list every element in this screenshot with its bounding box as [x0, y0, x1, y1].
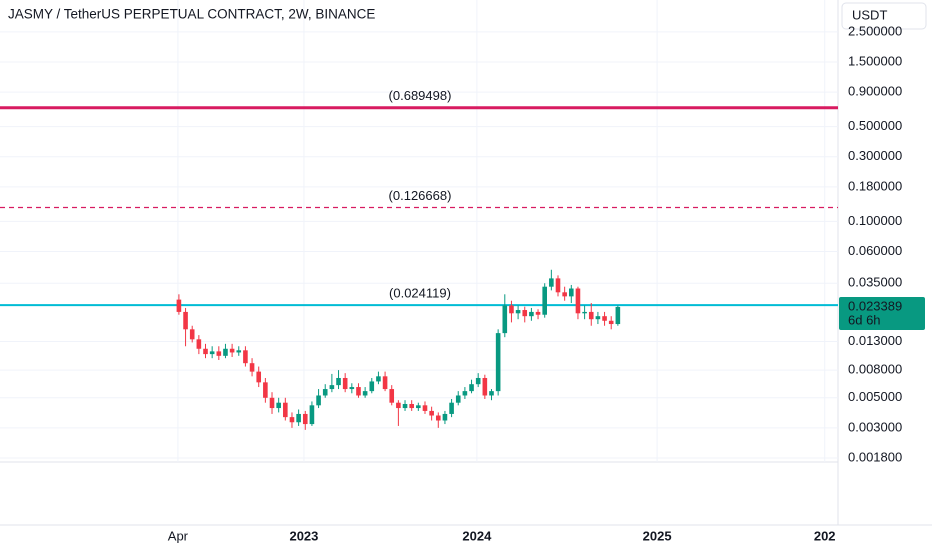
candle-body: [322, 389, 328, 396]
y-tick-label: 0.005000: [848, 389, 902, 404]
price-tag: [839, 296, 925, 330]
candle-body: [502, 305, 508, 334]
candle-body: [356, 387, 361, 396]
candle-body: [549, 278, 554, 287]
currency[interactable]: USDT: [852, 7, 887, 22]
candle-body: [362, 391, 368, 396]
candle-body: [203, 348, 208, 355]
candle-body: [209, 351, 215, 355]
candle-body: [602, 316, 607, 321]
candle-body: [608, 320, 614, 325]
candle-body: [256, 371, 262, 383]
candle-body: [469, 384, 474, 392]
candle-body: [522, 310, 528, 317]
candle-body: [176, 299, 182, 312]
candle-body: [342, 377, 348, 390]
candle-body: [183, 311, 188, 330]
y-tick-label: 0.060000: [848, 243, 902, 258]
candle-body: [382, 376, 388, 390]
candle-body: [376, 376, 381, 382]
y-tick-label: 0.300000: [848, 148, 902, 163]
x-tick-label: Apr: [168, 528, 189, 543]
candle-body: [216, 351, 222, 356]
y-tick-label: 0.100000: [848, 213, 902, 228]
candle-body: [302, 413, 308, 425]
candle-body: [283, 402, 288, 418]
candle-body: [535, 311, 541, 315]
candle-body: [249, 363, 255, 372]
candle-body: [336, 377, 341, 386]
level-label: (0.126668): [389, 188, 452, 203]
candle-body: [289, 417, 295, 423]
y-tick-label: 0.001800: [848, 449, 902, 464]
y-tick-label: 0.003000: [848, 419, 902, 434]
candle-body: [429, 410, 434, 416]
plot: (0.689498) (0.126668) (0.024119): [0, 0, 838, 462]
candle-body: [389, 389, 395, 403]
candle-body: [595, 316, 601, 320]
y-tick-label: 0.008000: [848, 362, 902, 377]
candle-body: [396, 402, 401, 409]
countdown: 6d 6h: [848, 312, 881, 327]
candle-body: [369, 381, 375, 392]
y-tick-label: 0.013000: [848, 333, 902, 348]
level-label: (0.024119): [389, 286, 451, 301]
candle-body: [575, 288, 581, 314]
candle-body: [316, 395, 321, 406]
y-tick-label: 1.500000: [848, 53, 902, 68]
candle-body: [555, 278, 561, 293]
candle-body: [409, 403, 414, 409]
x-tick-label: 2023: [289, 528, 318, 543]
last-price: 0.023389: [848, 298, 902, 313]
currency-button[interactable]: [841, 2, 927, 30]
candle-body: [349, 387, 355, 390]
candle-body: [269, 397, 275, 409]
y-tick-label: 2.500000: [848, 23, 902, 38]
candle-body: [435, 415, 441, 421]
candle-body: [276, 402, 281, 409]
candle-body: [263, 382, 268, 398]
candle-body: [475, 377, 481, 385]
candle-body: [509, 305, 514, 314]
x-tick-label: 202: [814, 528, 836, 543]
candle-body: [196, 339, 202, 349]
y-tick-label: 0.035000: [848, 275, 902, 290]
candle-body: [442, 413, 448, 421]
candle-body: [588, 311, 594, 320]
candle-body: [449, 402, 454, 414]
candle-body: [542, 286, 547, 315]
candle-body: [529, 311, 534, 317]
candle-body: [296, 413, 301, 423]
candle-body: [455, 395, 461, 403]
candle-body: [243, 350, 248, 364]
candle-body: [189, 329, 195, 340]
chart-title: JASMY / TetherUS PERPETUAL CONTRACT, 2W,…: [8, 7, 375, 22]
candle-body: [582, 311, 587, 314]
candle-body: [495, 333, 501, 392]
candle-body: [462, 391, 468, 396]
candle-body: [615, 306, 621, 325]
candle-body: [482, 377, 488, 396]
candle-body: [229, 348, 235, 353]
candle-body: [329, 385, 335, 390]
x-tick-label: 2025: [643, 528, 672, 543]
y-tick-label: 0.500000: [848, 118, 902, 133]
candle-body: [422, 405, 428, 411]
level-label: (0.689498): [389, 88, 452, 103]
candle-body: [515, 310, 521, 314]
y-tick-label: 0.180000: [848, 178, 902, 193]
candle-body: [402, 403, 408, 409]
candle-body: [489, 391, 494, 396]
candle-body: [562, 292, 567, 297]
candle-body: [223, 348, 228, 356]
candle-body: [416, 405, 421, 409]
y-tick-label: 0.900000: [848, 84, 902, 99]
candle-body: [569, 288, 574, 297]
x-tick-label: 2024: [462, 528, 492, 543]
candle-body: [309, 405, 315, 425]
candle-body: [236, 350, 242, 353]
